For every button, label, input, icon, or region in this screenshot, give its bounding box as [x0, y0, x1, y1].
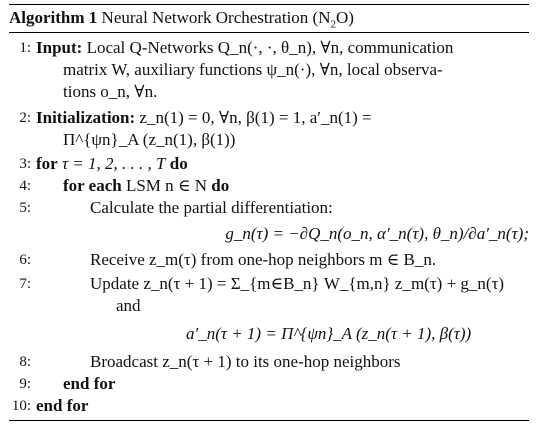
- title-rule: [9, 32, 529, 33]
- line-text: for τ = 1, 2, . . . , T do: [36, 153, 529, 175]
- line-content: and: [116, 296, 141, 315]
- line-content: Π^{ψn}_A (z_n(1), β(1)): [63, 130, 236, 149]
- algorithm-box: Algorithm 1 Neural Network Orchestration…: [9, 4, 529, 421]
- algorithm-line: 4: for each LSM n ∈ N do: [9, 175, 529, 197]
- algorithm-line: 5: Calculate the partial differentiation…: [9, 197, 529, 219]
- algorithm-line: 3: for τ = 1, 2, . . . , T do: [9, 153, 529, 175]
- line-number: 8:: [19, 354, 31, 370]
- algorithm-name: Neural Network Orchestration (N: [101, 8, 331, 27]
- line-number: 6:: [19, 252, 31, 268]
- line-content: z_n(1) = 0, ∀n, β(1) = 1, a′_n(1) =: [139, 108, 372, 127]
- line-number: 10:: [11, 398, 31, 414]
- line-number: 9:: [19, 376, 31, 392]
- line-content: tions o_n, ∀n.: [63, 82, 158, 101]
- algorithm-title: Algorithm 1 Neural Network Orchestration…: [9, 5, 529, 32]
- algorithm-line: 7: Update z_n(τ + 1) = Σ_{m∈B_n} W_{m,n}…: [9, 273, 529, 295]
- keyword: Input:: [36, 38, 83, 57]
- algorithm-line: tions o_n, ∀n.: [9, 81, 529, 103]
- algorithm-body: 1: Input: Local Q-Networks Q_n(·, ·, θ_n…: [9, 33, 529, 420]
- line-number: 5:: [19, 200, 31, 216]
- line-text: end for: [36, 395, 529, 417]
- algorithm-line: 10: end for: [9, 395, 529, 417]
- algorithm-label: Algorithm 1: [9, 8, 98, 27]
- line-number: 3:: [19, 156, 31, 172]
- line-content: Local Q-Networks Q_n(·, ·, θ_n), ∀n, com…: [86, 38, 454, 57]
- line-number: 1:: [19, 40, 31, 56]
- algorithm-line: and: [9, 295, 529, 317]
- algorithm-line: 9: end for: [9, 373, 529, 395]
- bottom-rule: [9, 420, 529, 421]
- line-content: LSM n ∈ N: [125, 176, 208, 195]
- algorithm-line: 1: Input: Local Q-Networks Q_n(·, ·, θ_n…: [9, 37, 529, 59]
- line-content: matrix W, auxiliary functions ψ_n(·), ∀n…: [63, 60, 443, 79]
- keyword: end for: [36, 396, 89, 415]
- keyword: for each: [63, 176, 122, 195]
- line-text: Input: Local Q-Networks Q_n(·, ·, θ_n), …: [36, 37, 529, 59]
- line-number: 7:: [19, 276, 31, 292]
- algorithm-line: matrix W, auxiliary functions ψ_n(·), ∀n…: [9, 59, 529, 81]
- algorithm-line: 2: Initialization: z_n(1) = 0, ∀n, β(1) …: [9, 107, 529, 129]
- line-content: Receive z_m(τ) from one-hop neighbors m …: [90, 250, 437, 269]
- keyword: do: [211, 176, 230, 195]
- line-content: Broadcast z_n(τ + 1) to its one-hop neig…: [90, 352, 401, 371]
- line-content: Update z_n(τ + 1) = Σ_{m∈B_n} W_{m,n} z_…: [90, 274, 505, 293]
- keyword: Initialization:: [36, 108, 136, 127]
- line-content: g_n(τ) = −∂Q_n(o_n, α′_n(τ), θ_n)/∂a′_n(…: [225, 224, 529, 243]
- line-content: Calculate the partial differentiation:: [90, 198, 333, 217]
- keyword: end for: [63, 374, 116, 393]
- algorithm-line: 6: Receive z_m(τ) from one-hop neighbors…: [9, 249, 529, 271]
- algorithm-line: g_n(τ) = −∂Q_n(o_n, α′_n(τ), θ_n)/∂a′_n(…: [9, 223, 529, 245]
- top-rule: [9, 4, 529, 5]
- algorithm-line: 8: Broadcast z_n(τ + 1) to its one-hop n…: [9, 351, 529, 373]
- algorithm-name-end: O): [336, 8, 354, 27]
- line-text: Initialization: z_n(1) = 0, ∀n, β(1) = 1…: [36, 107, 529, 129]
- algorithm-line: a′_n(τ + 1) = Π^{ψn}_A (z_n(τ + 1), β(τ)…: [9, 323, 529, 345]
- line-text: end for: [36, 373, 529, 395]
- line-text: for each LSM n ∈ N do: [36, 175, 529, 197]
- line-content: τ = 1, 2, . . . , T: [61, 154, 166, 173]
- keyword: for: [36, 154, 58, 173]
- line-number: 2:: [19, 110, 31, 126]
- line-content: a′_n(τ + 1) = Π^{ψn}_A (z_n(τ + 1), β(τ)…: [186, 324, 472, 343]
- line-number: 4:: [19, 178, 31, 194]
- algorithm-name-sub: 2: [330, 18, 337, 31]
- keyword: do: [169, 154, 188, 173]
- algorithm-line: Π^{ψn}_A (z_n(1), β(1)): [9, 129, 529, 151]
